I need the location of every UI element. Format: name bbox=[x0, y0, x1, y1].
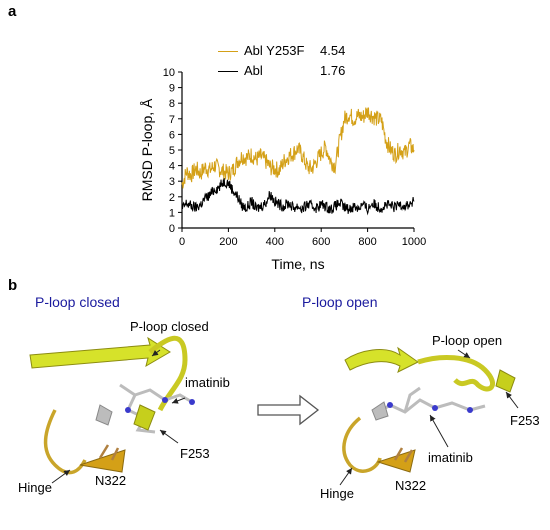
legend-value-abl: 1.76 bbox=[320, 63, 346, 78]
hinge-ribbon bbox=[342, 416, 382, 473]
p-loop-closed-ribbon bbox=[148, 335, 188, 412]
legend-swatch-abl bbox=[218, 71, 238, 72]
left-n322-label: N322 bbox=[95, 473, 126, 488]
series-line-abl-y253f bbox=[181, 106, 415, 189]
y-axis-label: RMSD P-loop, Å bbox=[139, 98, 155, 201]
y-tick-label: 2 bbox=[169, 192, 175, 204]
legend-value-abl-y253f: 4.54 bbox=[320, 43, 346, 58]
y-tick-label: 8 bbox=[169, 98, 175, 110]
left-protein-structure bbox=[29, 335, 195, 484]
y-tick-label: 0 bbox=[169, 223, 175, 235]
right-ploop-label: P-loop open bbox=[432, 333, 502, 348]
x-tick-label: 600 bbox=[312, 236, 330, 248]
structure-illustrations: P-loop closed imatinib F253 Hinge N322 P… bbox=[18, 319, 540, 501]
chart-legend: Abl Y253F 4.54 Abl 1.76 bbox=[218, 42, 368, 82]
right-n322-label: N322 bbox=[395, 478, 426, 493]
y-tick-label: 1 bbox=[169, 207, 175, 219]
left-f253-label: F253 bbox=[180, 446, 210, 461]
n322-sidechain bbox=[98, 444, 120, 461]
x-axis-label: Time, ns bbox=[271, 256, 324, 272]
rmsd-line-chart: 0 1 2 3 4 5 6 7 8 9 10 0 200 400 600 800 1000 RMSD P-loo… bbox=[139, 67, 426, 272]
legend-label-abl: Abl bbox=[244, 63, 263, 78]
p-loop-open-ribbon bbox=[417, 355, 496, 392]
y-tick-label: 3 bbox=[169, 176, 175, 188]
x-tick-label: 800 bbox=[358, 236, 376, 248]
right-protein-structure bbox=[339, 346, 519, 486]
right-structure-title: P-loop open bbox=[302, 294, 378, 310]
left-hinge-label: Hinge bbox=[18, 480, 52, 495]
x-tick-label: 200 bbox=[219, 236, 237, 248]
left-ploop-label: P-loop closed bbox=[130, 319, 209, 334]
n322-sidechain bbox=[393, 447, 414, 463]
left-imatinib-label: imatinib bbox=[185, 375, 230, 390]
y-tick-label: 9 bbox=[169, 83, 175, 95]
y-tick-label: 5 bbox=[169, 145, 175, 157]
legend-label-abl-y253f: Abl Y253F bbox=[244, 43, 305, 58]
right-f253-label: F253 bbox=[510, 413, 540, 428]
transition-arrow-icon bbox=[257, 394, 320, 426]
x-tick-label: 0 bbox=[179, 236, 185, 248]
y-tick-label: 6 bbox=[169, 129, 175, 141]
x-tick-label: 1000 bbox=[402, 236, 426, 248]
panel-a-label: a bbox=[8, 3, 17, 20]
legend-swatch-abl-y253f bbox=[218, 51, 238, 52]
hinge-ribbon bbox=[43, 409, 87, 475]
right-hinge-label: Hinge bbox=[320, 486, 354, 501]
right-imatinib-label: imatinib bbox=[428, 450, 473, 465]
f253-sidechain bbox=[495, 369, 516, 393]
imatinib-molecule bbox=[119, 383, 156, 434]
y-tick-label: 4 bbox=[169, 161, 175, 173]
y-tick-label: 10 bbox=[163, 67, 175, 79]
left-structure-title: P-loop closed bbox=[35, 294, 120, 310]
x-tick-label: 400 bbox=[266, 236, 284, 248]
f253-sidechain bbox=[133, 404, 156, 431]
panel-b-label: b bbox=[8, 277, 18, 294]
series-line-abl bbox=[181, 177, 415, 216]
y-tick-label: 7 bbox=[169, 114, 175, 126]
beta-strand-arrow bbox=[29, 336, 171, 369]
